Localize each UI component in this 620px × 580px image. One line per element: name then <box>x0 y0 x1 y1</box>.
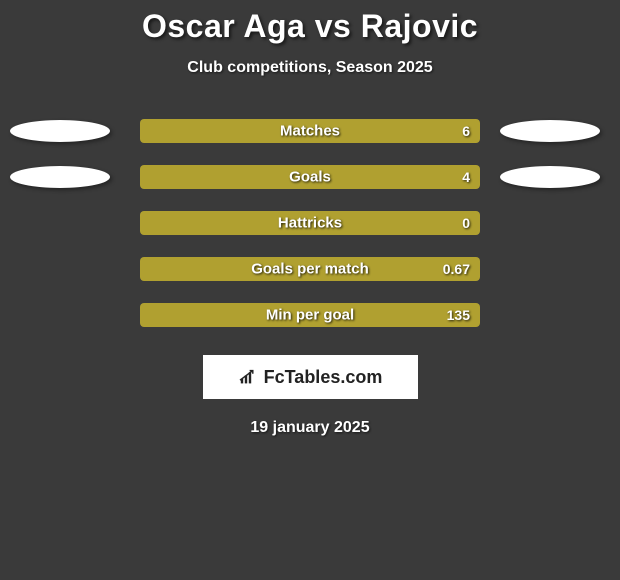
date-text: 19 january 2025 <box>0 419 620 437</box>
stat-label: Hattricks <box>278 215 342 232</box>
stat-value-right: 4 <box>462 169 470 185</box>
stat-bar: Min per goal 135 <box>140 303 480 327</box>
stat-label: Goals per match <box>251 261 369 278</box>
stat-label: Goals <box>289 169 331 186</box>
stat-row: Hattricks 0 <box>0 211 620 235</box>
stat-rows: Matches 6 Goals 4 Hattricks 0 Goals per match 0… <box>0 119 620 327</box>
stat-label: Matches <box>280 123 340 140</box>
stat-bar: Goals 4 <box>140 165 480 189</box>
stat-row: Matches 6 <box>0 119 620 143</box>
player-right-marker <box>500 120 600 142</box>
stat-value-right: 0 <box>462 215 470 231</box>
stat-bar: Matches 6 <box>140 119 480 143</box>
stat-value-right: 6 <box>462 123 470 139</box>
stat-row: Min per goal 135 <box>0 303 620 327</box>
stat-value-right: 135 <box>447 307 470 323</box>
stat-row: Goals per match 0.67 <box>0 257 620 281</box>
player-left-marker <box>10 120 110 142</box>
player-left-marker <box>10 166 110 188</box>
stat-row: Goals 4 <box>0 165 620 189</box>
stat-bar: Goals per match 0.67 <box>140 257 480 281</box>
player-right-marker <box>500 166 600 188</box>
subtitle: Club competitions, Season 2025 <box>0 59 620 77</box>
comparison-infographic: Oscar Aga vs Rajovic Club competitions, … <box>0 0 620 437</box>
page-title: Oscar Aga vs Rajovic <box>0 8 620 45</box>
logo-text: FcTables.com <box>264 367 383 388</box>
stat-bar: Hattricks 0 <box>140 211 480 235</box>
stat-value-right: 0.67 <box>443 261 470 277</box>
stat-label: Min per goal <box>266 307 354 324</box>
bars-arrow-icon <box>238 369 258 385</box>
logo-box[interactable]: FcTables.com <box>203 355 418 399</box>
